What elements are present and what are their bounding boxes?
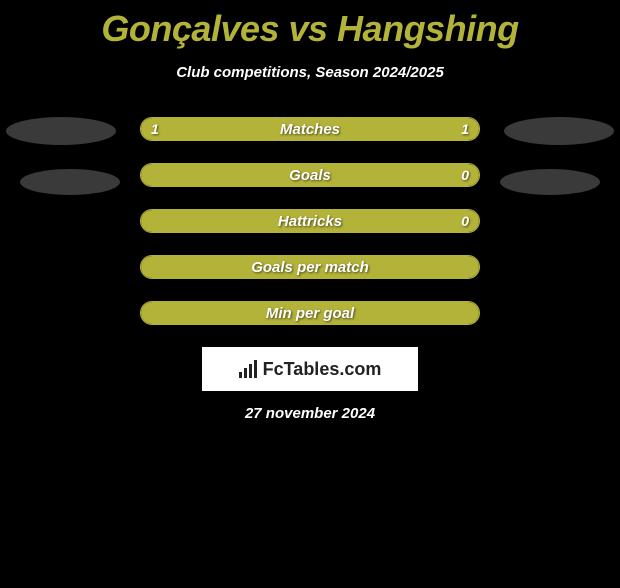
stat-bar: 0Goals <box>140 163 480 187</box>
logo-text: FcTables.com <box>263 359 382 380</box>
player-right-avatar-placeholder <box>504 117 614 145</box>
bar-label: Hattricks <box>141 210 479 232</box>
stat-bar: Min per goal <box>140 301 480 325</box>
subtitle: Club competitions, Season 2024/2025 <box>0 64 620 81</box>
page-title: Gonçalves vs Hangshing <box>0 8 620 50</box>
stat-bar: 0Hattricks <box>140 209 480 233</box>
bar-label: Goals <box>141 164 479 186</box>
comparison-chart: 11Matches 0Goals 0Hattricks Goals per match… <box>0 117 620 325</box>
bar-label: Min per goal <box>141 302 479 324</box>
bar-label: Matches <box>141 118 479 140</box>
source-logo: FcTables.com <box>202 347 418 391</box>
bar-label: Goals per match <box>141 256 479 278</box>
stat-bar: Goals per match <box>140 255 480 279</box>
player-right-shadow <box>500 169 600 195</box>
player-left-shadow <box>20 169 120 195</box>
player-left-avatar-placeholder <box>6 117 116 145</box>
bar-chart-icon <box>239 360 257 378</box>
snapshot-date: 27 november 2024 <box>0 405 620 422</box>
stat-bar: 11Matches <box>140 117 480 141</box>
stat-bars: 11Matches 0Goals 0Hattricks Goals per match… <box>0 117 620 325</box>
